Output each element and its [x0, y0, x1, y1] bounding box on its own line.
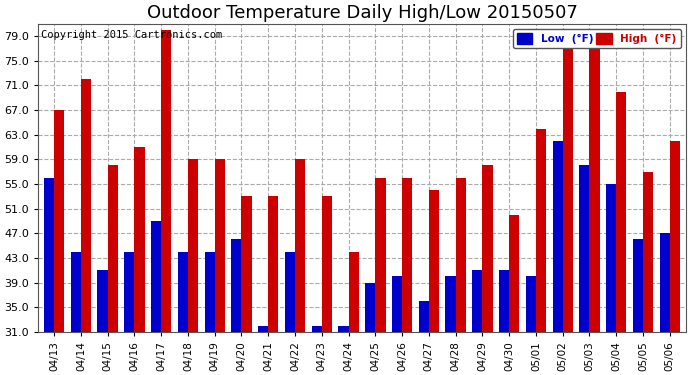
Bar [402, 178, 412, 332]
Bar [446, 276, 455, 332]
Bar [580, 165, 589, 332]
Bar [536, 129, 546, 332]
Bar [295, 159, 305, 332]
Bar [81, 79, 91, 332]
Legend: Low  (°F), High  (°F): Low (°F), High (°F) [513, 29, 680, 48]
Bar [161, 30, 171, 332]
Bar [563, 30, 573, 332]
Bar [455, 178, 466, 332]
Bar [499, 270, 509, 332]
Bar [606, 184, 616, 332]
Bar [258, 326, 268, 332]
Bar [97, 270, 108, 332]
Bar [633, 240, 643, 332]
Bar [482, 165, 493, 332]
Bar [71, 252, 81, 332]
Bar [392, 276, 402, 332]
Bar [188, 159, 198, 332]
Bar [135, 147, 145, 332]
Bar [285, 252, 295, 332]
Bar [231, 240, 241, 332]
Bar [365, 283, 375, 332]
Bar [322, 196, 332, 332]
Bar [348, 252, 359, 332]
Bar [268, 196, 279, 332]
Bar [338, 326, 348, 332]
Bar [204, 252, 215, 332]
Bar [526, 276, 536, 332]
Bar [312, 326, 322, 332]
Text: Copyright 2015 Cartronics.com: Copyright 2015 Cartronics.com [41, 30, 223, 40]
Bar [419, 301, 429, 332]
Bar [108, 165, 118, 332]
Bar [215, 159, 225, 332]
Bar [124, 252, 135, 332]
Bar [429, 190, 439, 332]
Bar [44, 178, 54, 332]
Title: Outdoor Temperature Daily High/Low 20150507: Outdoor Temperature Daily High/Low 20150… [146, 4, 578, 22]
Bar [643, 172, 653, 332]
Bar [509, 215, 520, 332]
Bar [151, 221, 161, 332]
Bar [616, 92, 627, 332]
Bar [589, 30, 600, 332]
Bar [553, 141, 563, 332]
Bar [472, 270, 482, 332]
Bar [241, 196, 252, 332]
Bar [660, 233, 670, 332]
Bar [375, 178, 386, 332]
Bar [670, 141, 680, 332]
Bar [178, 252, 188, 332]
Bar [54, 110, 64, 332]
